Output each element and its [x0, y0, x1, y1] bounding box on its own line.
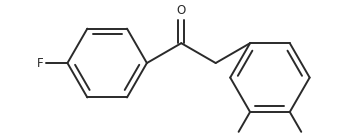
Text: O: O — [176, 4, 186, 17]
Text: F: F — [37, 57, 44, 70]
